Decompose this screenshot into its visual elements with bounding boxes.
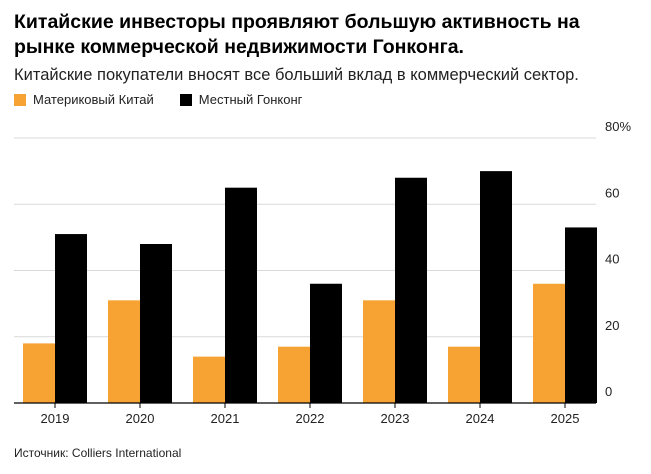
- y-tick-label: 0: [605, 384, 612, 399]
- legend-label-mainland: Материковый Китай: [33, 92, 154, 107]
- bar-mainland: [363, 300, 395, 403]
- x-tick-label: 2024: [466, 411, 495, 426]
- x-tick-label: 2023: [381, 411, 410, 426]
- x-tick-label: 2019: [41, 411, 70, 426]
- bar-local: [480, 171, 512, 403]
- x-tick-label: 2020: [126, 411, 155, 426]
- x-tick-label: 2025: [551, 411, 580, 426]
- bar-local: [565, 227, 597, 403]
- legend-label-local: Местный Гонконг: [198, 92, 303, 107]
- bar-mainland: [448, 346, 480, 403]
- legend-item-mainland: Материковый Китай: [14, 92, 154, 107]
- bar-mainland: [193, 356, 225, 403]
- legend-item-local: Местный Гонконг: [179, 92, 303, 107]
- bar-local: [310, 283, 342, 403]
- x-tick-label: 2021: [211, 411, 240, 426]
- y-tick-label: 80%: [605, 119, 631, 134]
- x-tick-label: 2022: [296, 411, 325, 426]
- bar-local: [140, 244, 172, 403]
- bar-mainland: [533, 283, 565, 403]
- y-tick-label: 20: [605, 318, 619, 333]
- legend-swatch-local: [179, 93, 192, 106]
- legend-swatch-mainland: [14, 93, 26, 106]
- chart-title: Китайские инвесторы проявляют большую ак…: [14, 11, 580, 58]
- y-tick-label: 40: [605, 252, 619, 267]
- bar-local: [225, 187, 257, 403]
- bar-local: [395, 177, 427, 403]
- bar-local: [55, 234, 87, 403]
- bar-mainland: [23, 343, 55, 403]
- bar-mainland: [278, 346, 310, 403]
- chart-subtitle: Китайские покупатели вносят все больший …: [14, 66, 579, 84]
- legend: Материковый Китай Местный Гонконг: [14, 92, 328, 107]
- source-note: Источник: Colliers International: [14, 446, 182, 460]
- bar-mainland: [108, 300, 140, 403]
- y-tick-label: 60: [605, 185, 619, 200]
